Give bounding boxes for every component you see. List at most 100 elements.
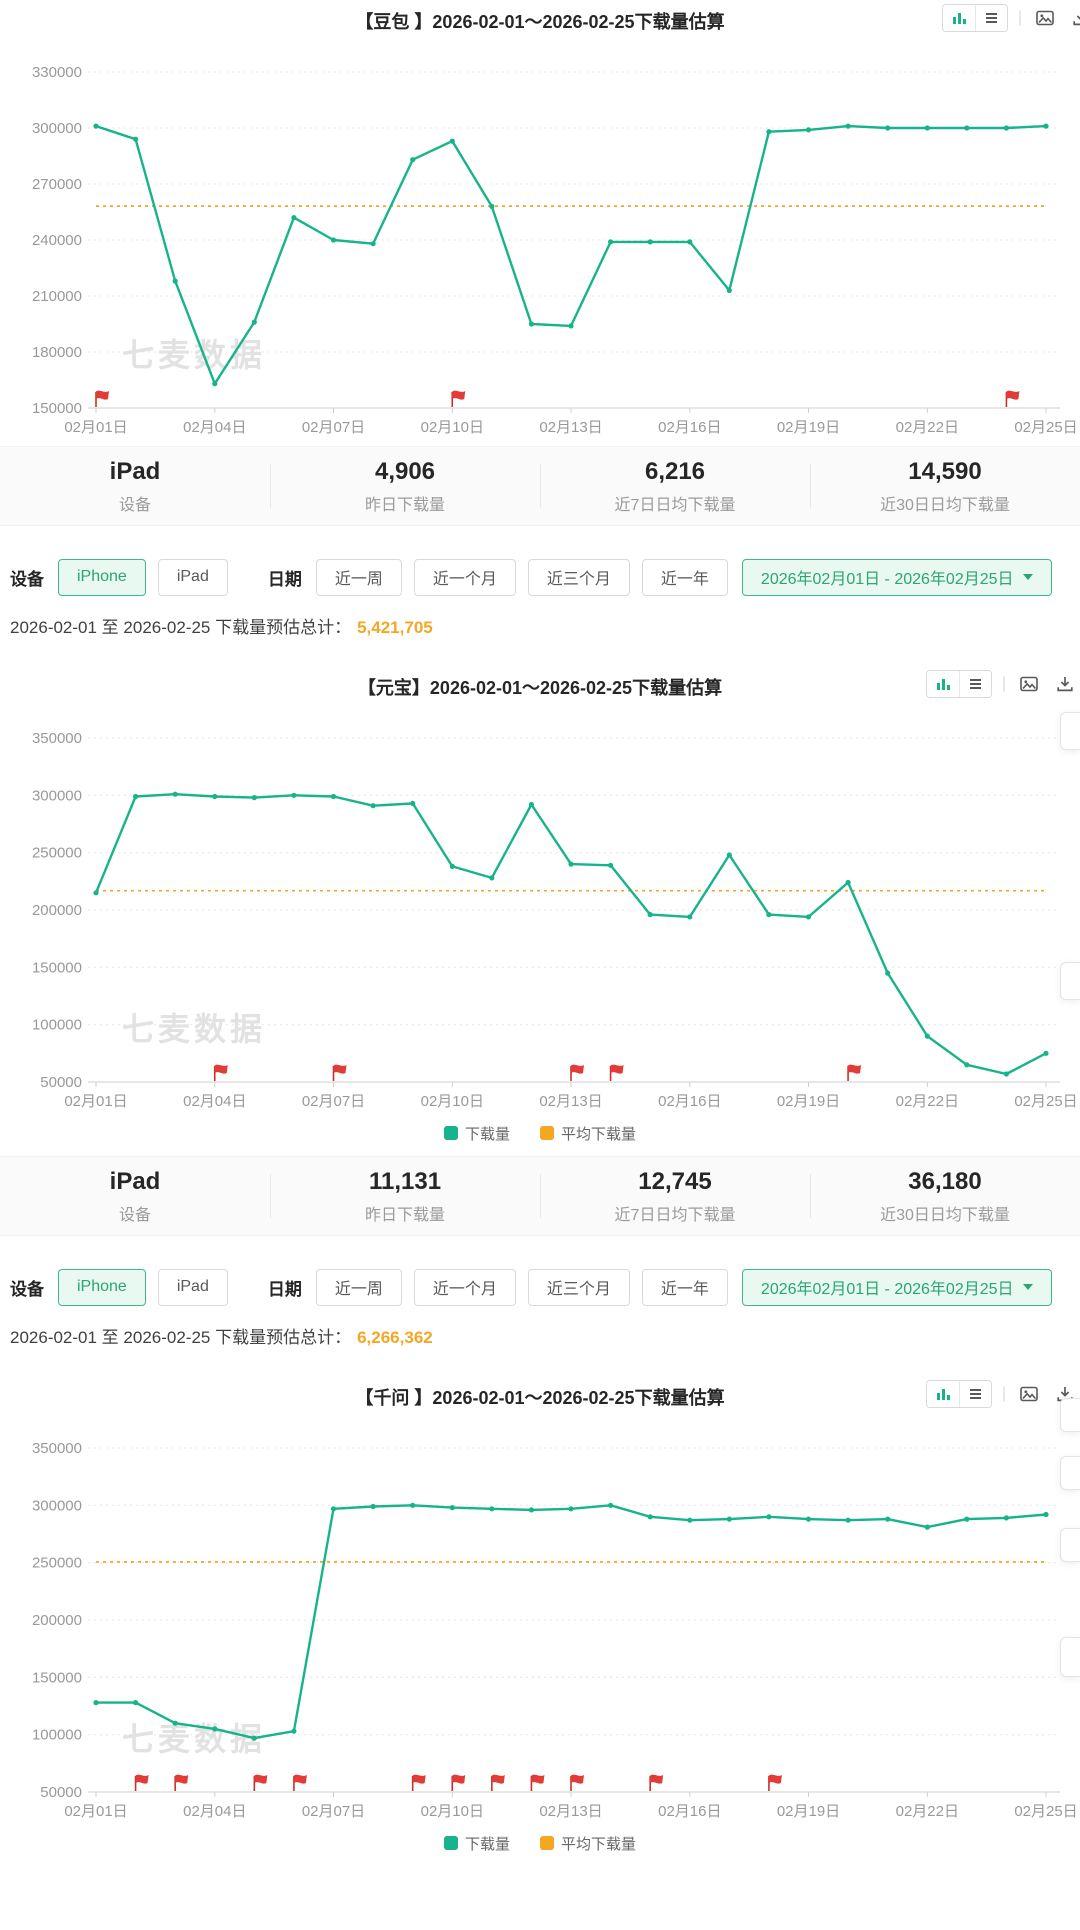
stats-row-yuanbao: iPad 设备 11,131 昨日下载量 12,745 近7日日均下载量 36,… — [0, 1156, 1080, 1236]
range-chip-week[interactable]: 近一周 — [315, 558, 402, 596]
download-chart-qianwen[interactable]: 50000 100000 150000 200000 250000 300000 35000… — [0, 1412, 1080, 1828]
date-range-picker[interactable]: 2026年02月01日 - 2026年02月25日 — [741, 558, 1052, 596]
svg-text:330000: 330000 — [32, 64, 82, 81]
section-doubao: 【豆包 】2026-02-01～2026-02-25下载量估算 | 150000… — [0, 0, 1080, 526]
section-qianwen: 【千问 】2026-02-01～2026-02-25下载量估算 | 50000 1… — [0, 1376, 1080, 1854]
stat-label: 近7日日均下载量 — [614, 1207, 736, 1224]
svg-text:02月16日: 02月16日 — [658, 1803, 721, 1820]
legend-swatch-orange — [540, 1126, 554, 1140]
svg-text:50000: 50000 — [40, 1074, 82, 1091]
date-range-picker[interactable]: 2026年02月01日 - 2026年02月25日 — [741, 1268, 1052, 1306]
image-icon — [1020, 676, 1038, 692]
floating-widget[interactable] — [1060, 1398, 1080, 1432]
svg-text:02月25日: 02月25日 — [1014, 419, 1077, 436]
range-chip-month[interactable]: 近一个月 — [413, 558, 516, 596]
svg-text:02月01日: 02月01日 — [64, 1803, 127, 1820]
event-flag-icon — [1005, 390, 1020, 407]
range-chip-quarter[interactable]: 近三个月 — [527, 1268, 630, 1306]
device-chip-iphone[interactable]: iPhone — [58, 558, 146, 596]
range-chip-week[interactable]: 近一周 — [315, 1268, 402, 1306]
stat-label: 设备 — [118, 497, 151, 514]
export-image-button[interactable] — [1016, 671, 1042, 697]
range-chip-year[interactable]: 近一年 — [641, 1268, 728, 1306]
stat-label: 近30日日均下载量 — [880, 497, 1010, 514]
svg-text:300000: 300000 — [32, 787, 82, 804]
svg-text:270000: 270000 — [32, 176, 82, 193]
date-filter-label: 日期 — [267, 1279, 302, 1299]
range-chip-year[interactable]: 近一年 — [641, 558, 728, 596]
legend-item-downloads[interactable]: 下载量 — [443, 1123, 510, 1144]
svg-text:02月22日: 02月22日 — [896, 1093, 959, 1110]
svg-text:02月10日: 02月10日 — [421, 1093, 484, 1110]
caret-down-icon — [1022, 1284, 1033, 1290]
device-filter-label: 设备 — [10, 1279, 44, 1299]
svg-text:50000: 50000 — [40, 1784, 82, 1801]
floating-widget[interactable] — [1060, 1637, 1080, 1677]
export-image-button[interactable] — [1032, 5, 1058, 31]
stat-value: iPad — [109, 1168, 161, 1195]
stat-label: 昨日下载量 — [364, 1207, 445, 1224]
table-view-button[interactable] — [958, 671, 991, 697]
download-data-button[interactable] — [1052, 671, 1078, 697]
floating-widget[interactable] — [1060, 1456, 1080, 1490]
svg-text:02月19日: 02月19日 — [777, 419, 840, 436]
stat-cell-30day-avg: 14,590 近30日日均下载量 — [810, 457, 1080, 515]
stat-value: 6,216 — [644, 458, 706, 485]
stat-cell-device: iPad 设备 — [0, 1167, 270, 1225]
total-prefix: 2026-02-01 至 2026-02-25 下载量预估总计： — [10, 618, 352, 637]
event-flag-icon — [570, 1774, 584, 1791]
floating-widget[interactable] — [1060, 962, 1080, 1000]
legend-swatch-green — [443, 1126, 458, 1140]
stat-value: 12,745 — [638, 1168, 712, 1195]
download-chart-doubao[interactable]: 150000 180000 210000 240000 270000 300000 3300… — [0, 36, 1080, 446]
download-chart-yuanbao[interactable]: 50000 100000 150000 200000 250000 300000 35000… — [0, 702, 1080, 1118]
floating-widget[interactable] — [1060, 712, 1080, 750]
legend-item-average[interactable]: 平均下载量 — [540, 1833, 636, 1854]
legend-item-downloads[interactable]: 下载量 — [443, 1833, 510, 1854]
svg-text:100000: 100000 — [32, 1727, 82, 1744]
svg-text:200000: 200000 — [32, 1612, 82, 1629]
stat-label: 近7日日均下载量 — [614, 497, 736, 514]
event-flag-icon — [609, 1064, 624, 1081]
svg-text:250000: 250000 — [32, 845, 82, 862]
event-flag-icon — [253, 1774, 268, 1791]
svg-text:350000: 350000 — [32, 1440, 82, 1457]
event-flag-icon — [570, 1064, 584, 1081]
export-image-button[interactable] — [1016, 1381, 1042, 1407]
svg-text:250000: 250000 — [32, 1555, 82, 1572]
toolbar-separator: | — [1001, 1385, 1006, 1402]
legend-label: 平均下载量 — [561, 1125, 637, 1143]
svg-text:210000: 210000 — [32, 288, 82, 305]
total-value: 6,266,362 — [357, 1328, 433, 1347]
chart-title-qianwen: 【千问 】2026-02-01～2026-02-25下载量估算 — [355, 1388, 725, 1408]
chart-toolbar-doubao: | — [941, 4, 1080, 32]
table-view-button[interactable] — [958, 1381, 991, 1407]
bar-chart-icon — [936, 679, 950, 690]
svg-text:02月13日: 02月13日 — [539, 1803, 602, 1820]
svg-text:02月07日: 02月07日 — [302, 1093, 365, 1110]
stat-cell-30day-avg: 36,180 近30日日均下载量 — [810, 1167, 1080, 1225]
toolbar-separator: | — [1001, 675, 1006, 692]
date-range-text: 2026年02月01日 - 2026年02月25日 — [760, 1281, 1014, 1298]
view-toggle — [941, 4, 1008, 32]
svg-text:02月16日: 02月16日 — [658, 1093, 721, 1110]
range-chip-quarter[interactable]: 近三个月 — [527, 558, 630, 596]
device-chip-ipad[interactable]: iPad — [157, 558, 228, 596]
chart-view-button[interactable] — [926, 1381, 959, 1407]
legend-label: 平均下载量 — [561, 1835, 637, 1853]
chart-view-button[interactable] — [942, 5, 975, 31]
svg-text:02月07日: 02月07日 — [302, 419, 365, 436]
legend-item-average[interactable]: 平均下载量 — [540, 1123, 636, 1144]
range-chip-month[interactable]: 近一个月 — [413, 1268, 516, 1306]
device-chip-iphone[interactable]: iPhone — [58, 1268, 146, 1306]
download-data-button[interactable] — [1068, 5, 1080, 31]
filter-bar-yuanbao: 设备 iPhone iPad 日期 近一周 近一个月 近三个月 近一年 2026… — [0, 558, 1080, 596]
legend-swatch-green — [443, 1836, 458, 1850]
svg-text:300000: 300000 — [32, 120, 82, 137]
stat-cell-7day-avg: 12,745 近7日日均下载量 — [540, 1167, 810, 1225]
device-chip-ipad[interactable]: iPad — [157, 1268, 228, 1306]
table-view-button[interactable] — [974, 5, 1007, 31]
floating-widget[interactable] — [1060, 1528, 1080, 1562]
chart-view-button[interactable] — [926, 671, 959, 697]
chart-header-doubao: 【豆包 】2026-02-01～2026-02-25下载量估算 | — [0, 0, 1080, 36]
